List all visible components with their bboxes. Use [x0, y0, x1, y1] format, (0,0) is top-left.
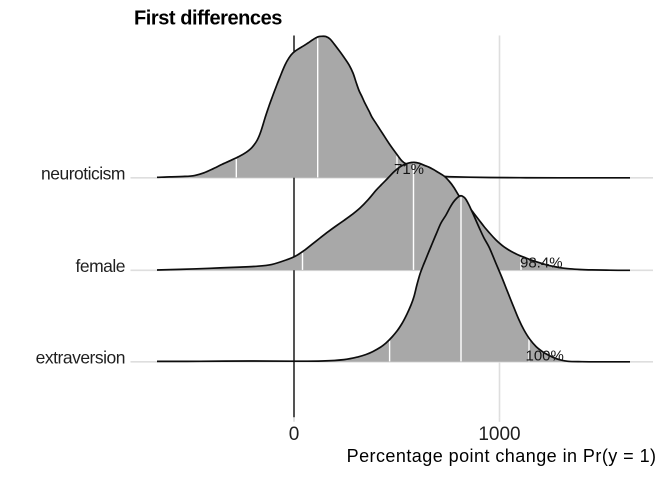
svg-text:female: female	[75, 256, 125, 276]
svg-text:1000: 1000	[478, 424, 520, 445]
svg-text:98.4%: 98.4%	[520, 254, 563, 271]
svg-text:neuroticism: neuroticism	[41, 164, 125, 184]
svg-text:Percentage point change in Pr(: Percentage point change in Pr(y = 1)	[347, 446, 657, 466]
svg-text:extraversion: extraversion	[36, 348, 125, 368]
svg-text:0: 0	[289, 424, 300, 445]
svg-text:100%: 100%	[526, 348, 564, 365]
svg-text:First differences: First differences	[134, 8, 282, 30]
svg-text:71%: 71%	[394, 161, 424, 178]
